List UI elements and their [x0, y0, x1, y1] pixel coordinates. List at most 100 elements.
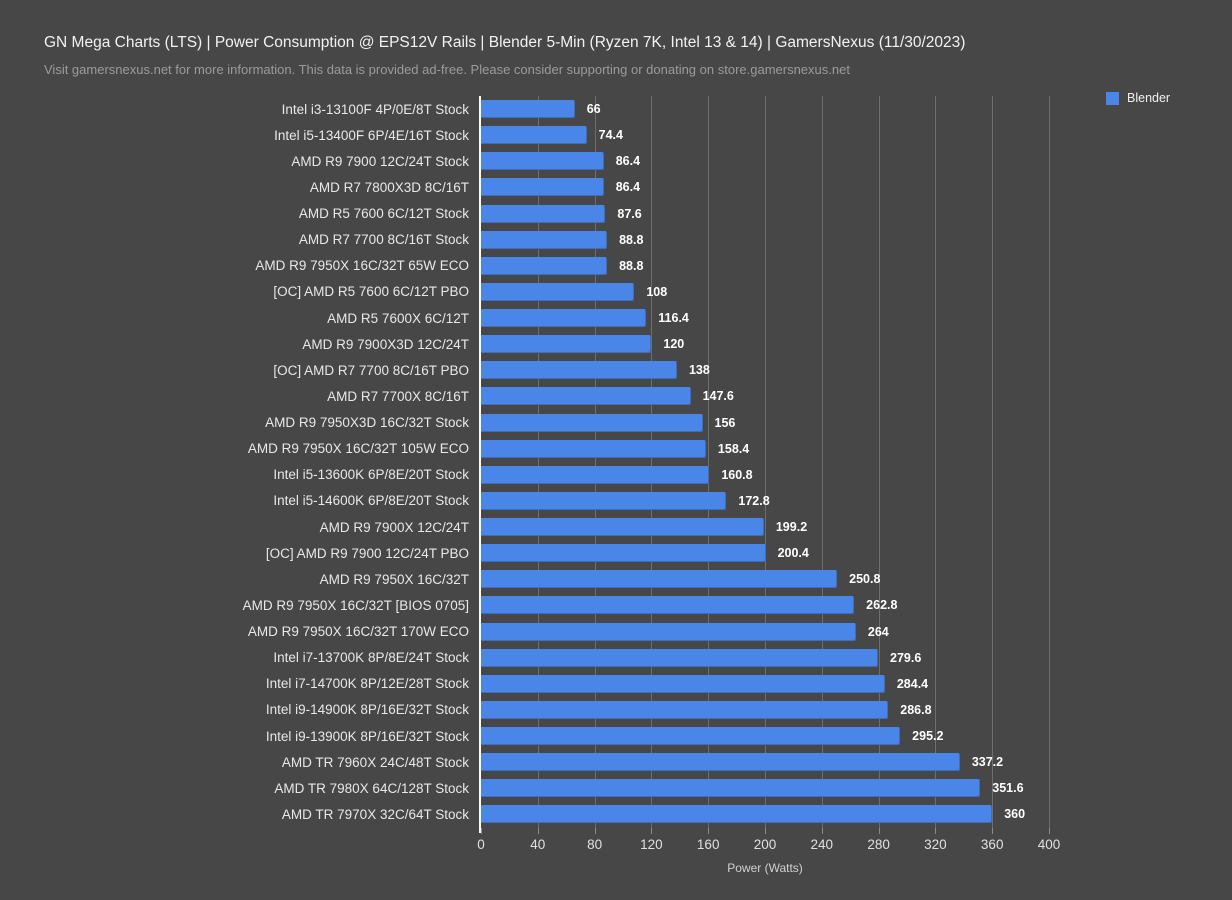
- bar: [481, 152, 604, 171]
- bar-area: 66: [479, 96, 1232, 122]
- x-tick-mark-0: [481, 828, 482, 834]
- bar-row: [OC] AMD R7 7700 8C/16T PBO 138: [0, 357, 1232, 383]
- bar-value-label: 158.4: [717, 441, 750, 456]
- bar-value-label: 86.4: [615, 180, 641, 195]
- bar-row: AMD R9 7950X 16C/32T 65W ECO 88.8: [0, 253, 1232, 279]
- gridline-80: [594, 96, 596, 828]
- category-label: AMD TR 7970X 32C/64T Stock: [281, 806, 469, 822]
- bar-row: AMD R9 7950X 16C/32T 250.8: [0, 566, 1232, 592]
- legend: Blender: [1106, 91, 1170, 105]
- bar: [481, 361, 677, 380]
- bar-row: [OC] AMD R9 7900 12C/24T PBO 200.4: [0, 540, 1232, 566]
- x-tick-mark-200: [765, 828, 766, 834]
- gridline-160: [708, 96, 710, 828]
- bar: [481, 335, 652, 354]
- bar-value-label: 74.4: [598, 128, 623, 143]
- page-title: GN Mega Charts (LTS) | Power Consumption…: [44, 34, 966, 51]
- bar-area: 250.8: [479, 566, 1232, 592]
- bar-row: AMD TR 7960X 24C/48T Stock 337.2: [0, 749, 1232, 775]
- bar-area: 108: [479, 279, 1232, 305]
- bar-value-label: 66: [586, 102, 601, 117]
- category-label: Intel i3-13100F 4P/0E/8T Stock: [281, 101, 469, 117]
- gridline-240: [821, 96, 823, 828]
- bar-row: AMD R9 7900X3D 12C/24T 120: [0, 331, 1232, 357]
- category-label: Intel i5-13400F 6P/4E/16T Stock: [274, 127, 469, 143]
- x-tick-label-120: 120: [640, 837, 663, 852]
- legend-label: Blender: [1127, 91, 1171, 105]
- x-tick-mark-240: [821, 828, 823, 834]
- category-label: Intel i5-13600K 6P/8E/20T Stock: [273, 467, 469, 483]
- gridline-120: [651, 96, 653, 828]
- bar: [481, 178, 604, 197]
- gridline-280: [878, 96, 880, 828]
- bar: [481, 727, 901, 746]
- category-label: Intel i9-14900K 8P/16E/32T Stock: [265, 702, 469, 718]
- bar-row: Intel i5-14600K 6P/8E/20T Stock 172.8: [0, 488, 1232, 514]
- bar-area: 200.4: [479, 540, 1232, 566]
- x-tick-label-320: 320: [924, 837, 947, 852]
- bar-area: 337.2: [479, 749, 1232, 775]
- legend-swatch-icon: [1106, 91, 1119, 105]
- bar-row: Intel i5-13600K 6P/8E/20T Stock 160.8: [0, 462, 1232, 488]
- bar-row: AMD TR 7980X 64C/128T Stock 351.6: [0, 775, 1232, 801]
- bar-area: 156: [479, 410, 1232, 436]
- bar-row: [OC] AMD R5 7600 6C/12T PBO 108: [0, 279, 1232, 305]
- bar-value-label: 262.8: [866, 598, 898, 613]
- category-label: AMD R9 7950X 16C/32T: [319, 571, 469, 587]
- bar-value-label: 337.2: [971, 755, 1004, 770]
- bar-row: AMD R7 7800X3D 8C/16T 86.4: [0, 174, 1232, 200]
- bar-area: 158.4: [479, 436, 1232, 462]
- bar: [481, 387, 691, 406]
- category-label: AMD R5 7600X 6C/12T: [327, 310, 469, 326]
- bar-value-label: 116.4: [658, 311, 689, 326]
- bar-value-label: 284.4: [896, 676, 929, 691]
- bar-row: AMD TR 7970X 32C/64T Stock 360: [0, 801, 1232, 827]
- x-tick-mark-360: [992, 828, 994, 834]
- bar-value-label: 108: [646, 284, 668, 299]
- x-tick-mark-40: [537, 828, 539, 834]
- bar: [481, 779, 981, 798]
- bar-value-label: 264: [867, 624, 889, 639]
- bar-area: 360: [479, 801, 1232, 827]
- page-subtitle: Visit gamersnexus.net for more informati…: [44, 62, 850, 77]
- bar-value-label: 172.8: [738, 493, 770, 508]
- bar: [481, 544, 766, 563]
- bar-area: 286.8: [479, 697, 1232, 723]
- bar: [481, 413, 703, 432]
- x-tick-label-160: 160: [696, 837, 720, 852]
- bar: [481, 126, 587, 145]
- bar-row: AMD R9 7950X 16C/32T [BIOS 0705] 262.8: [0, 592, 1232, 618]
- bar-value-label: 279.6: [890, 650, 922, 665]
- bar-area: 74.4: [479, 122, 1232, 148]
- bar: [481, 100, 575, 119]
- category-label: AMD TR 7980X 64C/128T Stock: [274, 780, 469, 796]
- x-tick-label-360: 360: [980, 837, 1004, 852]
- bar: [481, 700, 889, 719]
- bar-value-label: 351.6: [992, 781, 1024, 796]
- bar-area: 295.2: [479, 723, 1232, 749]
- bar: [481, 465, 710, 484]
- category-label: AMD R9 7900 12C/24T Stock: [291, 153, 469, 169]
- bar-value-label: 120: [663, 337, 685, 352]
- x-axis: Power (Watts) 0 40 80 120 160 200 240 280 320 360…: [477, 828, 1091, 888]
- x-tick-mark-400: [1049, 828, 1050, 834]
- category-label: AMD R9 7950X 16C/32T [BIOS 0705]: [242, 597, 469, 613]
- bar-rows: Intel i3-13100F 4P/0E/8T Stock 66 Intel i5…: [0, 96, 1232, 828]
- x-tick-label-280: 280: [867, 837, 890, 852]
- x-axis-title: Power (Watts): [727, 861, 803, 875]
- bar-area: 284.4: [479, 671, 1232, 697]
- x-tick-mark-120: [651, 828, 653, 834]
- bar: [481, 570, 838, 589]
- category-label: [OC] AMD R7 7700 8C/16T PBO: [273, 362, 469, 378]
- category-label: AMD TR 7960X 24C/48T Stock: [281, 754, 469, 770]
- bar-row: Intel i3-13100F 4P/0E/8T Stock 66: [0, 96, 1232, 122]
- bar-area: 351.6: [479, 775, 1232, 801]
- x-tick-label-80: 80: [587, 837, 603, 852]
- bar-area: 87.6: [479, 201, 1232, 227]
- plot-gridlines: [481, 96, 1091, 828]
- bar-area: 138: [479, 357, 1232, 383]
- bar-value-label: 160.8: [721, 467, 753, 482]
- bar-value-label: 87.6: [617, 206, 642, 221]
- bar: [481, 491, 727, 510]
- bar: [481, 596, 855, 615]
